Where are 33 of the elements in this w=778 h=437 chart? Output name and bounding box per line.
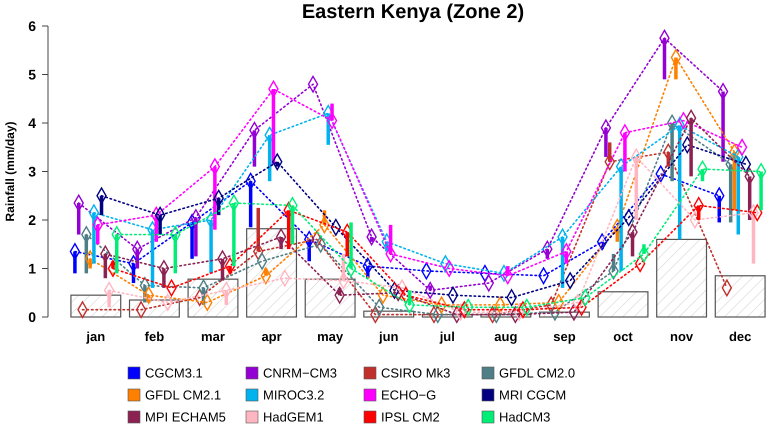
legend-label: GFDL CM2.0 bbox=[499, 366, 576, 381]
legend-label: CNRM−CM3 bbox=[263, 366, 338, 381]
legend-label: CSIRO Mk3 bbox=[381, 366, 450, 381]
y-tick-label: 1 bbox=[28, 260, 36, 276]
y-tick-label: 6 bbox=[28, 18, 36, 34]
x-tick-label: sep bbox=[553, 329, 576, 344]
x-tick-label: nov bbox=[670, 329, 694, 344]
y-tick-label: 2 bbox=[28, 212, 36, 228]
x-tick-label: jul bbox=[438, 329, 455, 344]
legend-label: HadGEM1 bbox=[263, 410, 324, 425]
y-tick-label: 5 bbox=[28, 66, 36, 82]
legend-label: HadCM3 bbox=[499, 410, 550, 425]
x-tick-label: aug bbox=[494, 329, 518, 344]
legend-label: MRI CGCM bbox=[499, 388, 566, 403]
chart-title: Eastern Kenya (Zone 2) bbox=[302, 1, 524, 23]
legend-label: MIROC3.2 bbox=[263, 388, 324, 403]
x-tick-label: jan bbox=[85, 329, 106, 344]
y-axis-title: Rainfall (mm/day) bbox=[3, 121, 17, 222]
x-tick-label: oct bbox=[613, 329, 634, 344]
y-tick-label: 0 bbox=[28, 308, 36, 325]
x-tick-label: jun bbox=[378, 329, 399, 344]
x-tick-label: mar bbox=[201, 329, 225, 344]
legend-label: IPSL CM2 bbox=[381, 410, 440, 425]
legend-label: CGCM3.1 bbox=[145, 366, 203, 381]
y-tick-label: 4 bbox=[28, 114, 36, 131]
y-tick-label: 3 bbox=[28, 163, 36, 180]
x-tick-label: dec bbox=[728, 329, 752, 344]
x-tick-label: apr bbox=[261, 329, 282, 344]
legend-label: MPI ECHAM5 bbox=[145, 410, 226, 425]
x-tick-label: may bbox=[317, 329, 344, 344]
legend-label: GFDL CM2.1 bbox=[145, 388, 222, 403]
x-tick-label: feb bbox=[144, 329, 164, 344]
legend-label: ECHO−G bbox=[381, 388, 436, 403]
